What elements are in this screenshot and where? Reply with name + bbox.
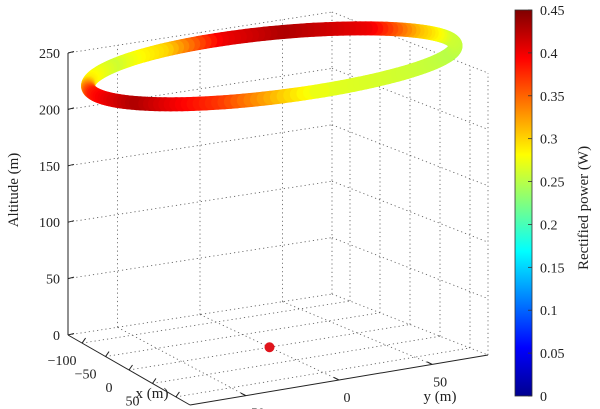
x-tick-mark xyxy=(105,351,110,357)
colorbar: 0 0.05 0.1 0.15 0.2 0.25 0.3 0.35 0.4 0.45 Rectif… xyxy=(514,4,592,405)
x-tick-label: 0 xyxy=(106,381,113,396)
x-tick-mark xyxy=(81,337,86,344)
grid-lines xyxy=(67,11,489,398)
back-wall-grid-line xyxy=(67,180,333,223)
back-wall-grid-line xyxy=(67,237,333,279)
back-wall-grid-line xyxy=(67,124,333,167)
x-tick-label: −50 xyxy=(75,368,97,383)
side-wall-grid-line xyxy=(331,180,489,243)
side-wall-grid-line xyxy=(331,124,489,187)
colorbar-tick-label: 0.1 xyxy=(540,304,558,319)
z-tick-mark xyxy=(67,163,75,167)
x-tick-mark xyxy=(175,391,180,398)
colorbar-gradient xyxy=(514,9,533,397)
floor-grid-line xyxy=(175,347,471,398)
ground-marker-layer xyxy=(264,342,275,353)
y-tick-label: 0 xyxy=(344,391,351,406)
z-tick-label: 100 xyxy=(39,216,60,231)
colorbar-tick-label: 0.4 xyxy=(540,47,558,62)
colorbar-tick-label: 0.25 xyxy=(540,176,565,191)
back-wall-grid-line xyxy=(67,68,333,110)
x-tick-mark xyxy=(152,378,157,384)
y-tick-mark xyxy=(240,392,247,397)
y-tick-label: −50 xyxy=(243,407,265,409)
colorbar-tick-label: 0.45 xyxy=(540,4,565,19)
y-tick-mark xyxy=(333,377,340,381)
back-wall-grid-line xyxy=(67,11,333,54)
trajectory-ring xyxy=(81,21,463,112)
back-wall-grid-line xyxy=(67,293,333,336)
z-tick-mark xyxy=(67,276,75,280)
colorbar-tick-label: 0.15 xyxy=(540,261,565,276)
x-axis-title: x (m) xyxy=(136,386,169,402)
side-wall-grid-line xyxy=(331,68,489,130)
side-wall-grid-line xyxy=(331,11,489,74)
colorbar-ticks: 0 0.05 0.1 0.15 0.2 0.25 0.3 0.35 0.4 0.45 xyxy=(528,4,565,405)
x-tick-label: −100 xyxy=(48,354,77,369)
floor-grid-line xyxy=(199,314,340,381)
colorbar-tick-label: 0.2 xyxy=(540,218,558,233)
z-tick-label: 200 xyxy=(39,103,60,118)
colorbar-tick-label: 0.05 xyxy=(540,347,565,362)
colorbar-tick-label: 0 xyxy=(540,390,547,405)
z-axis-title: Altitude (m) xyxy=(6,153,22,228)
x-tick-label: 100 xyxy=(145,408,166,409)
trajectory-segment xyxy=(309,83,330,99)
ground-point xyxy=(264,342,275,353)
z-tick-label: 50 xyxy=(46,273,60,288)
x-tick-label: 50 xyxy=(125,394,139,409)
z-tick-mark xyxy=(67,51,75,54)
colorbar-tick-label: 0.35 xyxy=(540,90,565,105)
colorbar-tick-label: 0.3 xyxy=(540,133,558,148)
y-tick-label: 50 xyxy=(433,375,447,390)
x-tick-mark xyxy=(128,364,133,371)
z-tick-mark xyxy=(67,107,75,110)
z-tick-label: 0 xyxy=(53,329,60,344)
floor-grid-line xyxy=(152,335,441,384)
z-tick-label: 150 xyxy=(39,160,60,175)
side-wall-grid-line xyxy=(331,293,489,356)
z-tick-mark xyxy=(67,333,75,336)
z-tick-mark xyxy=(67,220,75,223)
floor-grid-line xyxy=(282,301,433,365)
axis-lines xyxy=(67,51,489,406)
colorbar-title: Rectified power (W) xyxy=(576,146,592,270)
y-tick-mark xyxy=(426,361,433,365)
z-tick-label: 250 xyxy=(39,47,60,62)
y-axis-title: y (m) xyxy=(424,389,457,405)
side-wall-grid-line xyxy=(331,237,489,299)
